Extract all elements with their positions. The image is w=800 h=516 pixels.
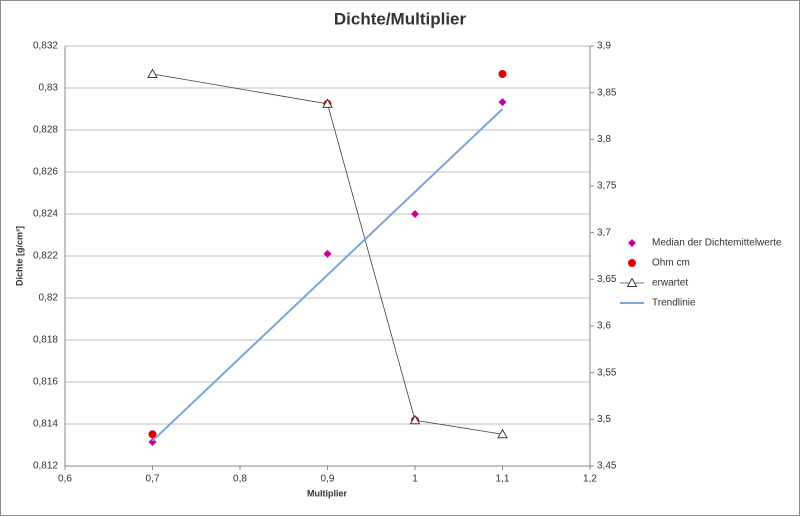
- y2-tick-label: 3,85: [597, 87, 617, 98]
- y2-tick-label: 3,5: [597, 414, 611, 425]
- marker: [626, 277, 638, 287]
- trendline: [151, 108, 504, 442]
- y-tick-label: 0,812: [33, 461, 58, 472]
- y-tick-label: 0,822: [33, 251, 58, 262]
- x-tick-label: 1,1: [496, 474, 510, 485]
- y2-tick-label: 3,8: [597, 134, 611, 145]
- y-axis-title: Dichte [g/cm³]: [14, 226, 24, 286]
- y-tick-label: 0,814: [33, 419, 58, 430]
- marker: [411, 210, 419, 218]
- y2-tick-label: 3,75: [597, 181, 617, 192]
- x-tick-label: 0,8: [233, 474, 247, 485]
- chart-title: Dichte/Multiplier: [334, 9, 467, 28]
- y-tick-label: 0,826: [33, 167, 58, 178]
- y2-tick-label: 3,45: [597, 461, 617, 472]
- marker: [498, 70, 507, 78]
- y2-tick-label: 3,9: [597, 41, 611, 52]
- y-tick-label: 0,818: [33, 335, 58, 346]
- x-tick-label: 1,2: [583, 474, 597, 485]
- y-tick-label: 0,832: [33, 41, 58, 52]
- marker: [409, 414, 421, 425]
- x-tick-label: 0,7: [146, 474, 160, 485]
- series-line: [152, 73, 503, 435]
- x-tick-label: 1: [412, 474, 418, 485]
- marker: [628, 239, 636, 247]
- y-tick-label: 0,816: [33, 377, 58, 388]
- x-tick-label: 0,9: [321, 474, 335, 485]
- y-tick-label: 0,824: [33, 209, 58, 220]
- y-tick-label: 0,828: [33, 125, 58, 136]
- x-axis-title: Multiplier: [307, 488, 347, 498]
- y2-tick-label: 3,7: [597, 227, 611, 238]
- x-tick-label: 0,6: [58, 474, 72, 485]
- legend-label: Trendlinie: [652, 298, 696, 309]
- marker: [323, 249, 332, 258]
- marker: [497, 428, 508, 439]
- y2-tick-label: 3,6: [597, 321, 611, 332]
- marker: [498, 98, 507, 107]
- y-tick-label: 0,82: [39, 293, 59, 304]
- marker: [147, 68, 158, 78]
- marker: [322, 98, 333, 108]
- legend-label: erwartet: [652, 278, 688, 289]
- legend-label: Median der Dichtemittelwerte: [652, 238, 782, 249]
- y2-tick-label: 3,55: [597, 367, 617, 378]
- y2-tick-label: 3,65: [597, 274, 617, 285]
- marker: [148, 430, 157, 439]
- marker: [628, 259, 636, 267]
- y-tick-label: 0,83: [39, 83, 59, 94]
- legend-label: Ohm cm: [652, 258, 690, 269]
